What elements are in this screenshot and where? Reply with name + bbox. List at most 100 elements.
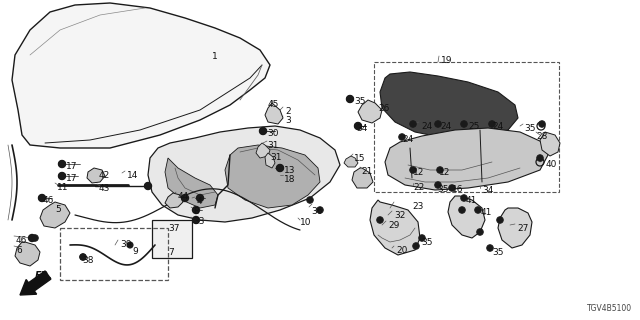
- Text: 9: 9: [132, 247, 138, 256]
- Circle shape: [80, 254, 86, 260]
- Text: 17: 17: [66, 174, 77, 183]
- Text: 33: 33: [193, 217, 205, 226]
- Text: 23: 23: [412, 202, 424, 211]
- Circle shape: [196, 195, 204, 202]
- Polygon shape: [358, 100, 382, 123]
- Text: 35: 35: [492, 248, 504, 257]
- Circle shape: [29, 235, 35, 242]
- Circle shape: [347, 96, 353, 102]
- Text: 35: 35: [421, 238, 433, 247]
- Polygon shape: [265, 103, 283, 124]
- Circle shape: [127, 242, 133, 248]
- Polygon shape: [448, 196, 485, 238]
- Text: 11: 11: [57, 183, 68, 192]
- Text: 27: 27: [517, 224, 529, 233]
- Text: 22: 22: [413, 183, 424, 192]
- Circle shape: [38, 195, 45, 202]
- Circle shape: [537, 155, 543, 161]
- Polygon shape: [256, 143, 270, 158]
- Text: 34: 34: [356, 124, 367, 133]
- Circle shape: [399, 134, 405, 140]
- Text: 44: 44: [178, 192, 189, 201]
- Circle shape: [459, 207, 465, 213]
- Text: 36: 36: [311, 207, 323, 216]
- Text: 6: 6: [16, 246, 22, 255]
- Polygon shape: [370, 200, 420, 255]
- Circle shape: [32, 235, 38, 241]
- FancyArrow shape: [20, 271, 51, 295]
- Text: 21: 21: [361, 167, 372, 176]
- Text: 25: 25: [468, 122, 479, 131]
- Circle shape: [59, 161, 65, 167]
- Circle shape: [182, 195, 189, 202]
- Text: 8: 8: [193, 207, 199, 216]
- Circle shape: [437, 167, 443, 173]
- Circle shape: [145, 182, 152, 189]
- Polygon shape: [165, 158, 218, 208]
- Text: FR.: FR.: [35, 271, 53, 281]
- Bar: [60, 228, 168, 280]
- Text: 35: 35: [524, 124, 536, 133]
- Text: 18: 18: [284, 175, 296, 184]
- Text: 42: 42: [99, 171, 110, 180]
- Text: 37: 37: [168, 224, 179, 233]
- Polygon shape: [40, 202, 70, 228]
- Circle shape: [58, 172, 65, 180]
- Circle shape: [489, 121, 495, 127]
- Text: 15: 15: [354, 154, 365, 163]
- Text: 4: 4: [197, 197, 203, 206]
- Polygon shape: [498, 208, 532, 248]
- Polygon shape: [165, 193, 183, 208]
- Text: 20: 20: [396, 246, 408, 255]
- Polygon shape: [15, 242, 40, 266]
- Text: 14: 14: [127, 171, 138, 180]
- Circle shape: [346, 95, 353, 102]
- Polygon shape: [225, 145, 320, 208]
- Text: 46: 46: [16, 236, 28, 245]
- Polygon shape: [385, 128, 548, 190]
- Circle shape: [539, 121, 545, 127]
- Circle shape: [377, 217, 383, 223]
- Text: 30: 30: [267, 129, 278, 138]
- Text: 41: 41: [466, 196, 477, 205]
- Circle shape: [497, 217, 503, 223]
- Circle shape: [317, 207, 323, 213]
- Text: 10: 10: [300, 218, 312, 227]
- Text: 26: 26: [378, 104, 389, 113]
- Circle shape: [145, 183, 151, 189]
- Circle shape: [410, 121, 416, 127]
- Text: 3: 3: [285, 116, 291, 125]
- Text: 24: 24: [440, 122, 451, 131]
- Circle shape: [58, 161, 65, 167]
- Text: 39: 39: [120, 240, 131, 249]
- Text: 38: 38: [82, 256, 93, 265]
- Text: 24: 24: [492, 122, 503, 131]
- Text: 46: 46: [43, 196, 54, 205]
- Polygon shape: [352, 168, 373, 188]
- Text: 17: 17: [66, 162, 77, 171]
- Text: 43: 43: [99, 184, 110, 193]
- Circle shape: [410, 167, 416, 173]
- Text: 34: 34: [482, 186, 493, 195]
- Bar: [374, 62, 559, 192]
- Circle shape: [461, 195, 467, 201]
- Circle shape: [276, 164, 284, 172]
- Circle shape: [193, 206, 200, 213]
- Circle shape: [307, 197, 313, 203]
- Text: 16: 16: [452, 185, 463, 194]
- Circle shape: [477, 229, 483, 235]
- Text: 32: 32: [394, 211, 405, 220]
- Circle shape: [260, 128, 266, 134]
- Circle shape: [355, 123, 361, 129]
- Bar: [152, 220, 192, 258]
- Text: 45: 45: [268, 100, 280, 109]
- Text: 35: 35: [354, 97, 365, 106]
- Polygon shape: [540, 132, 560, 156]
- Text: 31: 31: [267, 141, 278, 150]
- Text: 35: 35: [437, 185, 449, 194]
- Text: 5: 5: [55, 205, 61, 214]
- Text: TGV4B5100: TGV4B5100: [587, 304, 632, 313]
- Circle shape: [419, 235, 425, 241]
- Circle shape: [449, 185, 455, 191]
- Text: 40: 40: [546, 160, 557, 169]
